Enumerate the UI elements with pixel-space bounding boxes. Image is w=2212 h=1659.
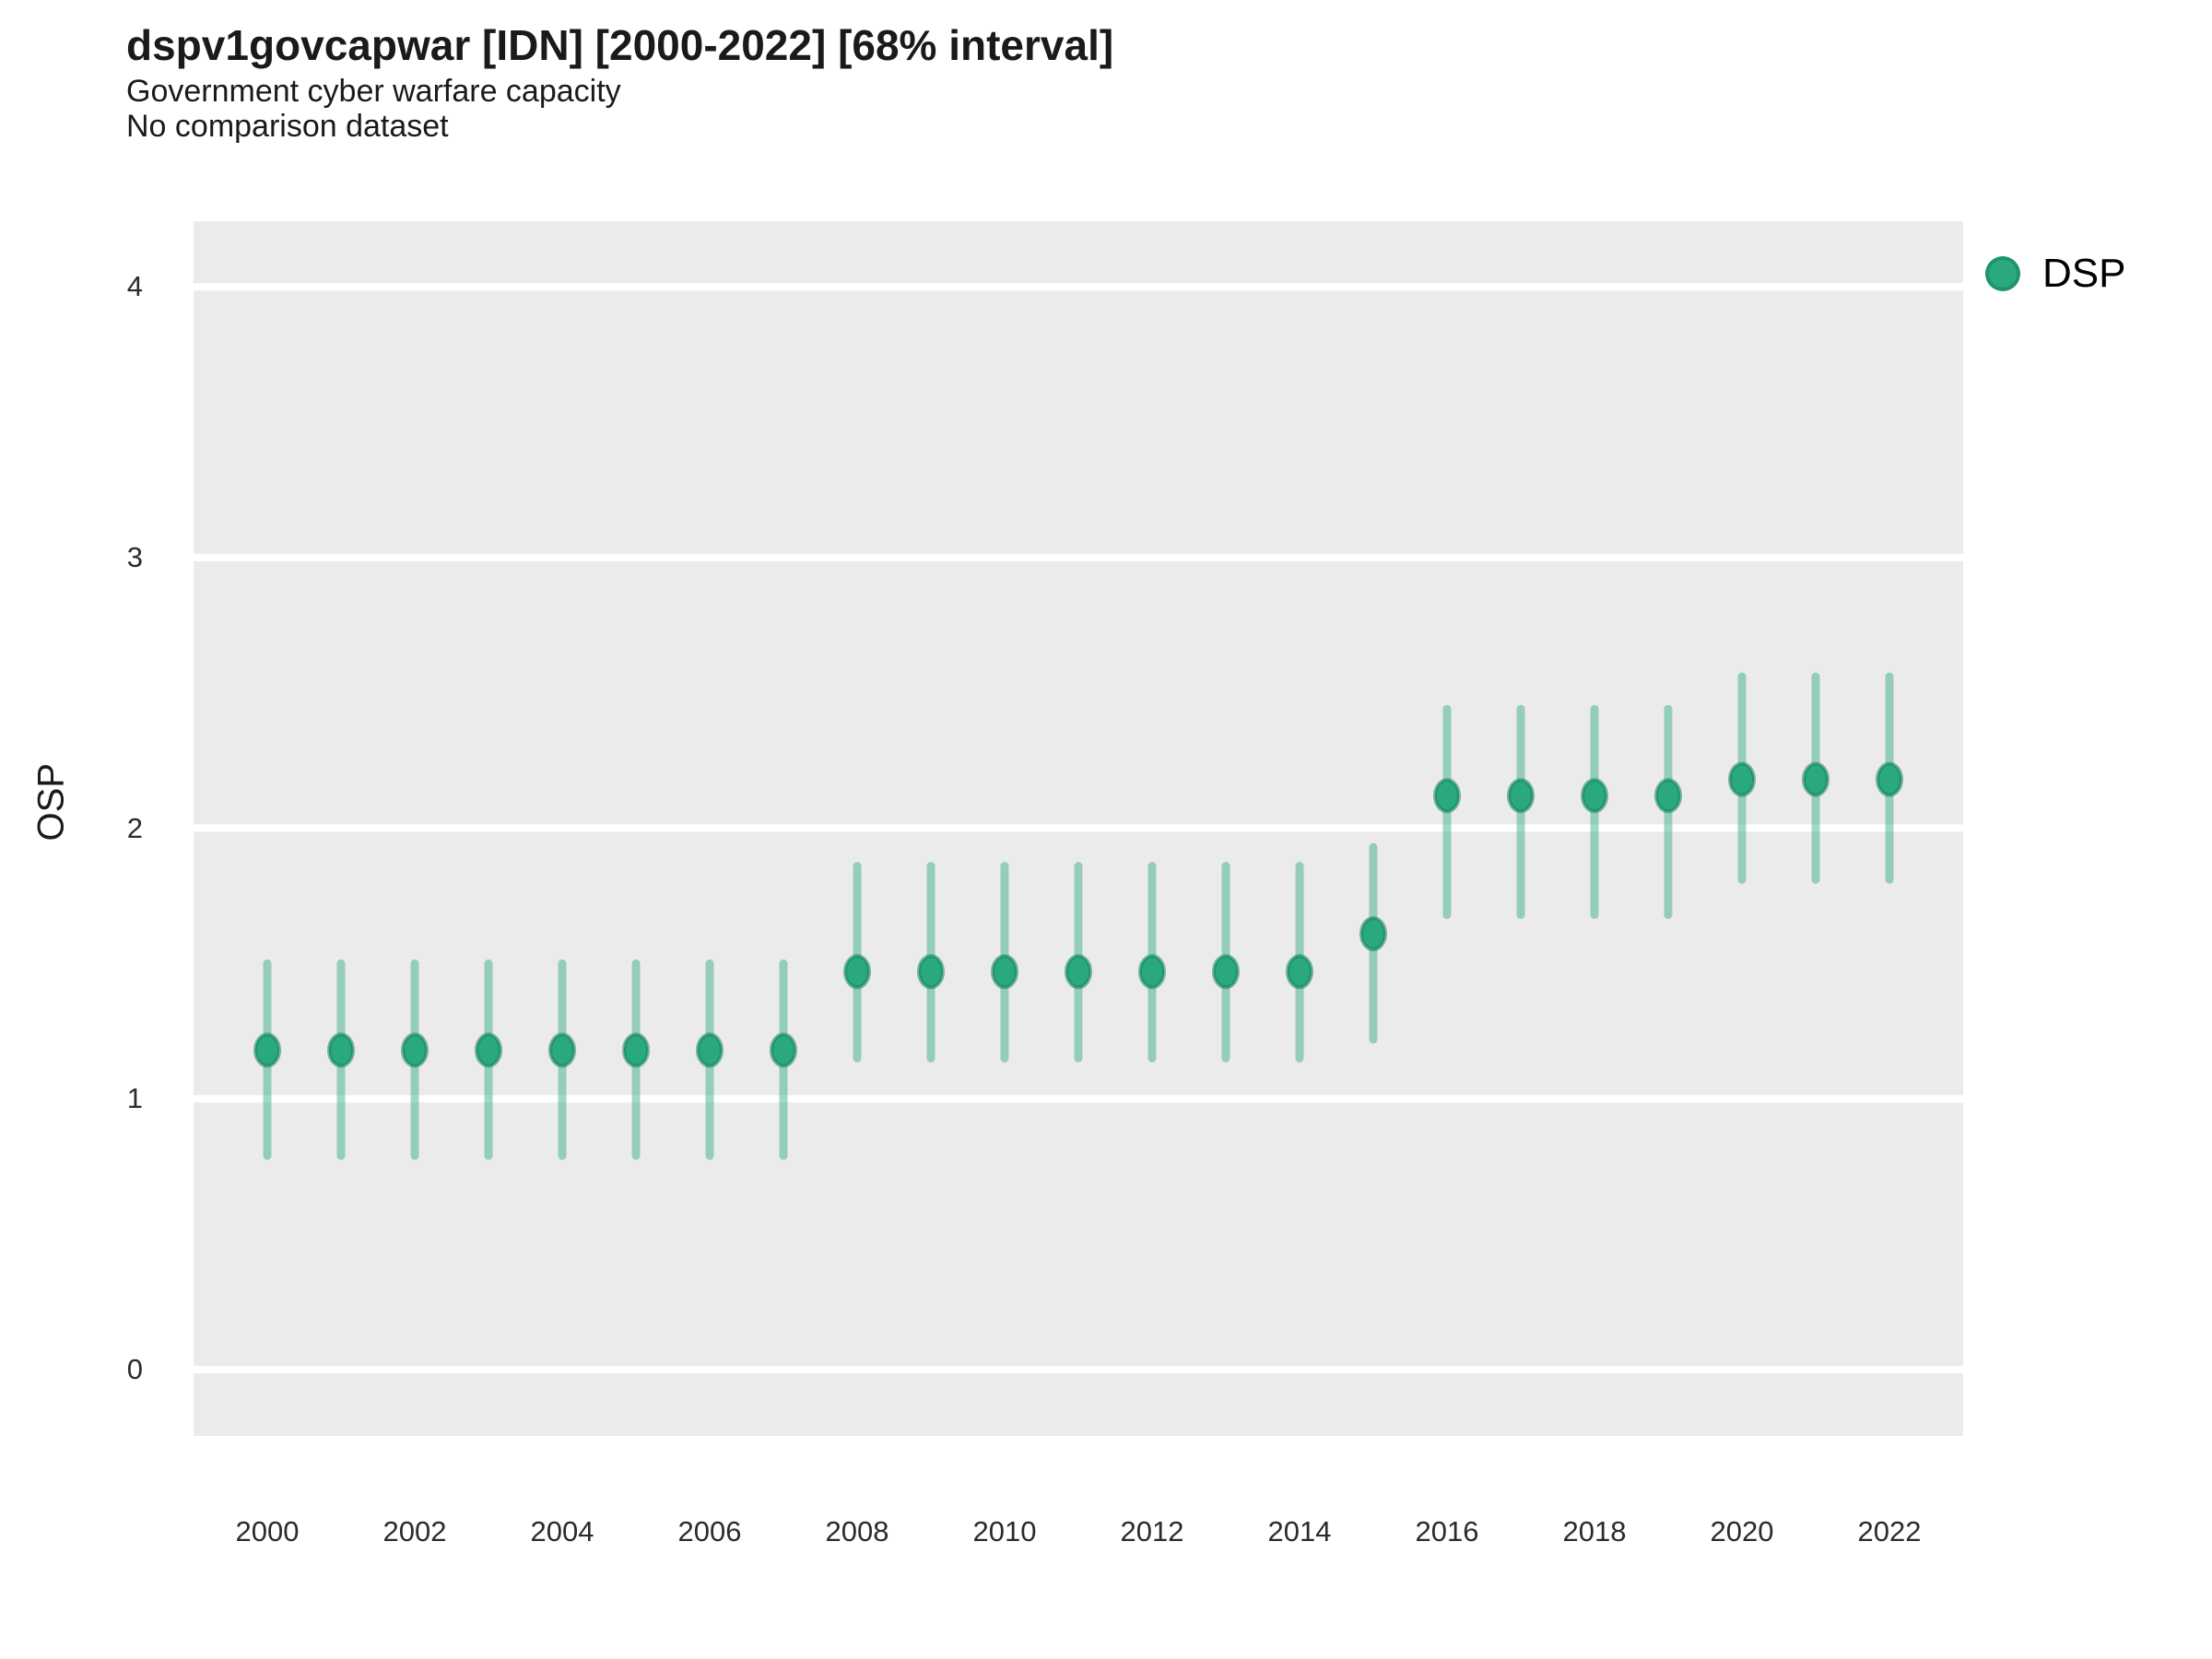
legend-dsp-marker-icon [1985, 256, 2020, 291]
x-tick-label-2018: 2018 [1562, 1515, 1627, 1547]
data-point-2018 [1581, 778, 1608, 814]
data-point-2015 [1359, 916, 1387, 952]
data-point-2017 [1507, 778, 1535, 814]
y-tick-label-2: 2 [126, 811, 143, 844]
page-title: dspv1govcapwar [IDN] [2000-2022] [68% in… [126, 21, 1114, 69]
x-tick-label-2002: 2002 [382, 1515, 447, 1547]
data-point-2016 [1433, 778, 1461, 814]
x-tick-label-2016: 2016 [1415, 1515, 1479, 1547]
data-point-2008 [843, 954, 871, 990]
data-point-2009 [917, 954, 945, 990]
data-point-2005 [622, 1032, 650, 1068]
x-tick-label-2008: 2008 [825, 1515, 889, 1547]
legend-dsp-label: DSP [2042, 251, 2126, 296]
x-tick-label-2020: 2020 [1710, 1515, 1774, 1547]
data-point-2013 [1212, 954, 1240, 990]
x-tick-label-2022: 2022 [1857, 1515, 1922, 1547]
x-tick-label-2012: 2012 [1120, 1515, 1184, 1547]
data-point-2010 [991, 954, 1018, 990]
x-tick-label-2014: 2014 [1267, 1515, 1332, 1547]
y-tick-label-3: 3 [126, 540, 143, 573]
x-tick-label-2000: 2000 [235, 1515, 300, 1547]
data-point-2019 [1654, 778, 1682, 814]
x-tick-label-2006: 2006 [677, 1515, 742, 1547]
x-tick-label-2004: 2004 [530, 1515, 594, 1547]
data-point-2022 [1876, 761, 1903, 797]
data-point-2021 [1802, 761, 1830, 797]
comparison-note: No comparison dataset [126, 109, 449, 144]
legend: DSP [1985, 251, 2125, 297]
data-point-2002 [401, 1032, 429, 1068]
data-point-2012 [1138, 954, 1166, 990]
y-tick-label-0: 0 [126, 1353, 143, 1386]
chart-subtitle: Government cyber warfare capacity [126, 74, 621, 109]
y-tick-label-4: 4 [126, 270, 143, 303]
data-point-2007 [770, 1032, 797, 1068]
data-point-2020 [1728, 761, 1756, 797]
data-point-2001 [327, 1032, 355, 1068]
data-point-2000 [253, 1032, 281, 1068]
plot-panel [194, 221, 1963, 1436]
data-point-2004 [548, 1032, 576, 1068]
y-tick-label-1: 1 [126, 1082, 143, 1115]
data-point-2006 [696, 1032, 724, 1068]
data-point-2003 [475, 1032, 502, 1068]
data-point-2011 [1065, 954, 1092, 990]
plot-svg [194, 283, 1963, 1374]
data-point-2014 [1286, 954, 1313, 990]
x-tick-label-2010: 2010 [972, 1515, 1037, 1547]
